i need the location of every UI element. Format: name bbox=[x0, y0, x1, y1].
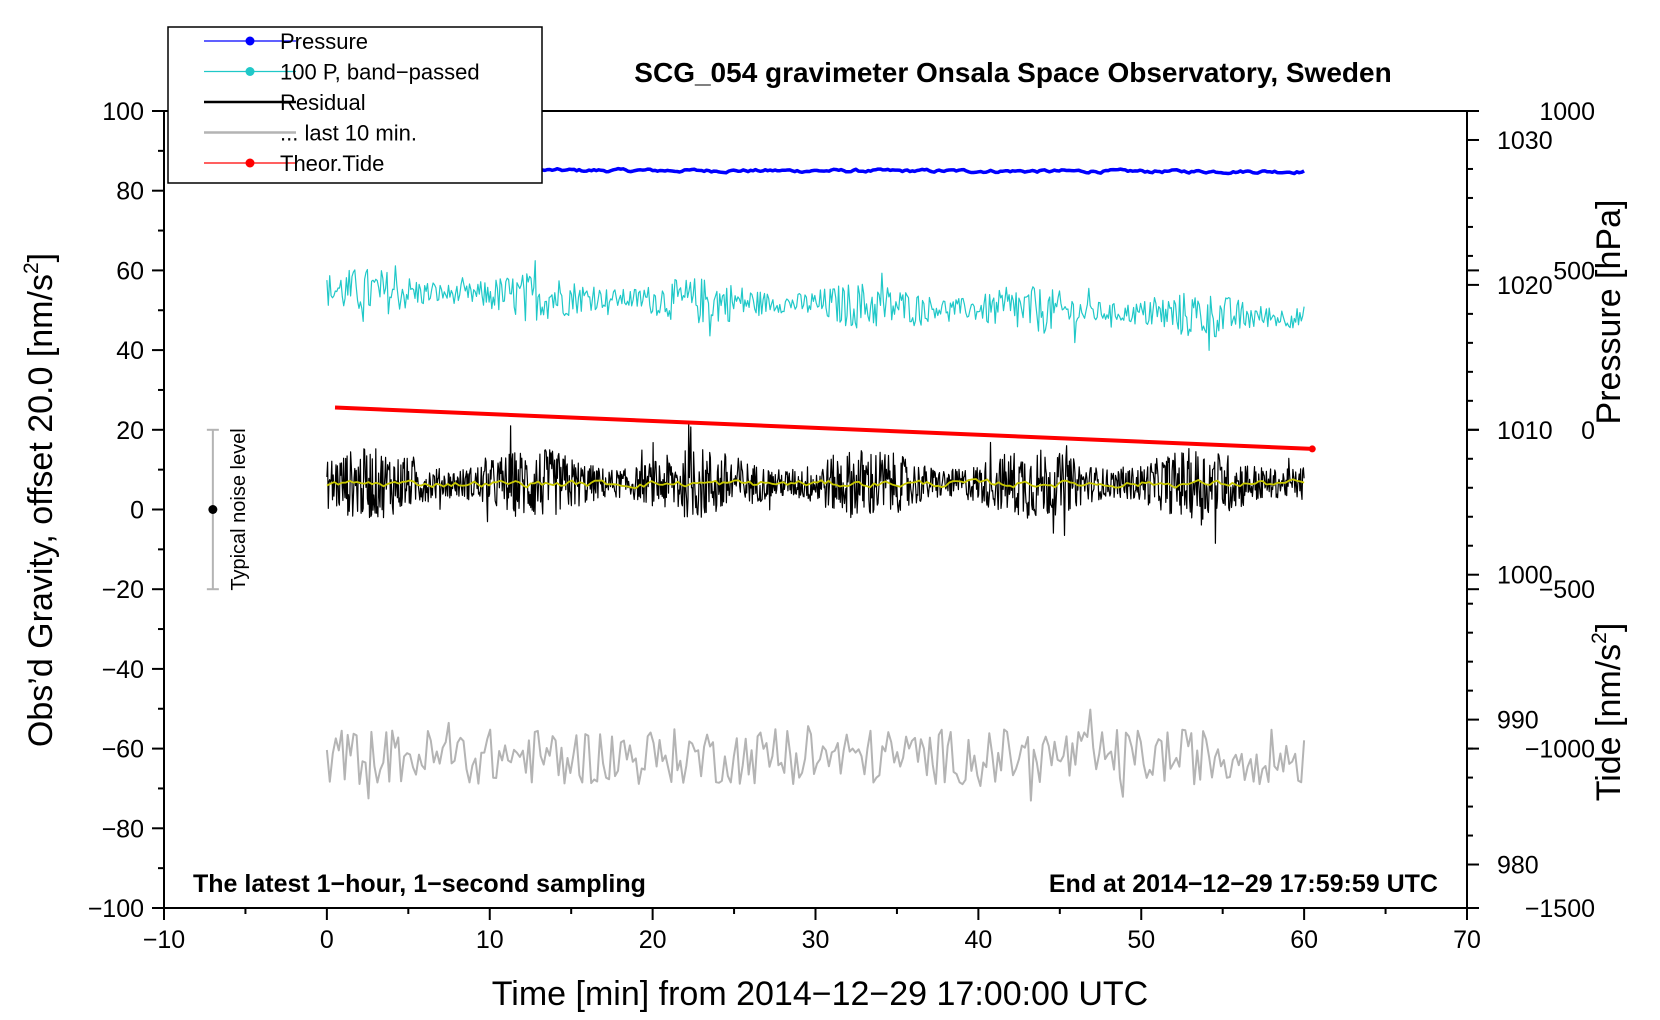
tide-tick-label: −1500 bbox=[1525, 895, 1595, 923]
tide-tick-label: −500 bbox=[1539, 576, 1595, 604]
tide-tick-label: 0 bbox=[1581, 417, 1595, 445]
pressure-tick-label: 990 bbox=[1497, 707, 1539, 735]
legend-marker bbox=[245, 67, 255, 76]
noise-center-dot bbox=[208, 505, 218, 514]
pressure-tick-label: 1030 bbox=[1497, 127, 1553, 155]
tide-axis-label-sup: 2 bbox=[1588, 632, 1611, 644]
y-tick-label-left: 40 bbox=[116, 337, 144, 365]
y-tick-label-left: −80 bbox=[102, 815, 144, 843]
y-axis-label-left-close: ] bbox=[22, 253, 60, 262]
noise-indicator: Typical noise level bbox=[206, 428, 250, 591]
y-tick-label-left: 20 bbox=[116, 417, 144, 445]
series-endpoint-theor-tide bbox=[1308, 445, 1316, 453]
legend-marker bbox=[245, 158, 255, 168]
pressure-tick-label: 980 bbox=[1497, 852, 1539, 880]
tide-axis-label-text: Tide [nm/s bbox=[1590, 644, 1628, 801]
pressure-tick-label: 1000 bbox=[1497, 562, 1553, 590]
legend-marker bbox=[245, 36, 255, 46]
y-tick-label-left: 0 bbox=[130, 497, 144, 525]
tide-tick-label: 500 bbox=[1553, 257, 1595, 285]
series-line-last-10-min bbox=[325, 708, 1306, 802]
x-tick-label: 40 bbox=[964, 926, 992, 954]
legend-label: Residual bbox=[280, 90, 366, 115]
x-tick-label: −10 bbox=[143, 926, 185, 954]
y-tick-label-left: −40 bbox=[102, 656, 144, 684]
x-tick-label: 50 bbox=[1127, 926, 1155, 954]
chart-title: SCG_054 gravimeter Onsala Space Observat… bbox=[634, 57, 1391, 88]
series-line-residual-smoothed bbox=[326, 478, 1305, 490]
pressure-axis-label: Pressure [hPa] bbox=[1590, 200, 1628, 425]
y-axis-label-left-sup: 2 bbox=[20, 262, 43, 274]
x-tick-label: 70 bbox=[1453, 926, 1481, 954]
legend-label: ... last 10 min. bbox=[280, 121, 417, 146]
x-axis-label: Time [min] from 2014−12−29 17:00:00 UTC bbox=[492, 975, 1148, 1013]
pressure-tick-label: 1010 bbox=[1497, 417, 1553, 445]
y-axis-label-left-text: Obs’d Gravity, offset 20.0 [nm/s bbox=[22, 274, 60, 747]
y-tick-label-left: 60 bbox=[116, 257, 144, 285]
x-tick-label: 10 bbox=[476, 926, 504, 954]
noise-label: Typical noise level bbox=[228, 428, 250, 590]
annotation-sampling: The latest 1−hour, 1−second sampling bbox=[193, 870, 646, 898]
y-tick-label-left: −100 bbox=[88, 895, 144, 923]
tide-axis-label: Tide [nm/s2] bbox=[1588, 623, 1628, 802]
y-tick-label-left: −20 bbox=[102, 576, 144, 604]
series-line-100-p-band-passed bbox=[326, 260, 1305, 351]
annotation-end-time: End at 2014−12−29 17:59:59 UTC bbox=[1049, 870, 1438, 898]
legend-label: Pressure bbox=[280, 29, 368, 54]
legend-label: Theor.Tide bbox=[280, 151, 384, 176]
legend-box bbox=[167, 26, 543, 184]
tide-tick-label: −1000 bbox=[1525, 736, 1595, 764]
legend: Pressure 100 P, band−passed Residual ... la… bbox=[167, 26, 543, 184]
x-tick-label: 30 bbox=[802, 926, 830, 954]
x-tick-label: 0 bbox=[320, 926, 334, 954]
x-tick-label: 20 bbox=[639, 926, 667, 954]
tide-tick-label: 1000 bbox=[1539, 98, 1595, 126]
y-tick-label-left: −60 bbox=[102, 736, 144, 764]
y-axis-label-left: Obs’d Gravity, offset 20.0 [nm/s2] bbox=[20, 253, 60, 747]
y-tick-label-left: 80 bbox=[116, 178, 144, 206]
tide-axis-label-close: ] bbox=[1590, 623, 1628, 632]
pressure-tick-label: 1020 bbox=[1497, 272, 1553, 300]
axes: −10 0 10 20 30 40 50 60 70−100−80−60−40−20020406… bbox=[88, 98, 1595, 954]
y-tick-label-left: 100 bbox=[102, 98, 144, 126]
legend-label: 100 P, band−passed bbox=[280, 60, 480, 85]
x-tick-label: 60 bbox=[1290, 926, 1318, 954]
series-line-theor-tide bbox=[334, 405, 1313, 451]
